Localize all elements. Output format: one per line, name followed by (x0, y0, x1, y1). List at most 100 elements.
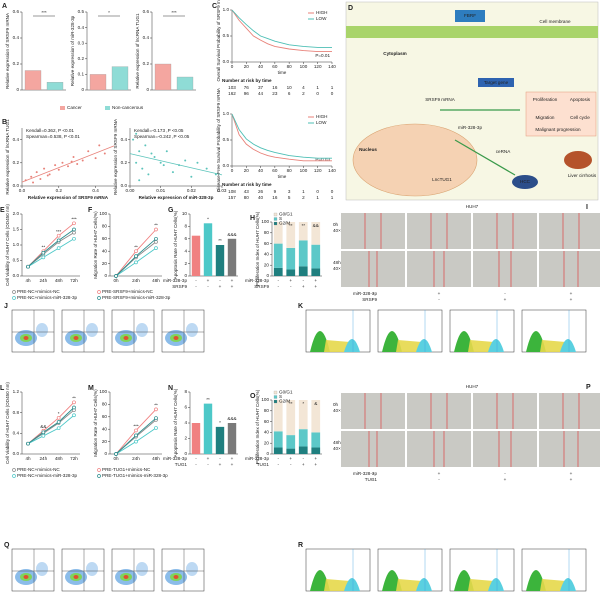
condition-sign: + (302, 462, 305, 467)
panel-title: HUH7 (466, 384, 479, 389)
y-tick-label: 40 (102, 248, 108, 253)
condition-sign: - (302, 278, 304, 283)
micrograph (539, 213, 600, 249)
condition-name: miR-328-3p (353, 471, 377, 476)
y-axis-label: Proliferation Index of HUH7 Cells(%) (255, 389, 260, 464)
y-tick-label: 80 (264, 408, 270, 413)
diagram-label: HCC (520, 179, 531, 184)
legend-marker (97, 296, 101, 300)
point (98, 144, 101, 147)
y-tick-label: 0.0 (121, 183, 128, 188)
y-tick-label: 40 (102, 426, 108, 431)
x-tick-label: 0h (113, 278, 119, 283)
point (162, 164, 165, 167)
y-axis-label: Relative expression of miR-328-3p (70, 15, 75, 86)
bar-segment (298, 400, 308, 430)
annotation: * (219, 420, 221, 425)
y-tick-label: 80 (264, 230, 270, 235)
condition-sign: + (570, 297, 573, 302)
point (35, 171, 38, 174)
condition-sign: + (504, 297, 507, 302)
flow-plot (11, 309, 55, 353)
g2-peak (488, 578, 504, 591)
y-tick-label: 1.0 (13, 242, 20, 247)
legend-marker (12, 290, 16, 294)
y-tick-label: 8 (184, 389, 187, 394)
risk-count: 157 (228, 195, 236, 200)
micrograph (407, 393, 471, 429)
row-label: 48h (333, 260, 341, 265)
diagram-label: ceRNA (496, 149, 511, 154)
x-tick-label: 60 (272, 168, 278, 173)
x-tick-label: 0.4 (92, 188, 99, 193)
point (72, 405, 76, 410)
x-tick-label: 80 (287, 168, 293, 173)
bar-segment (298, 429, 308, 447)
panel-letter: C (212, 3, 217, 10)
y-tick-label: 0 (266, 451, 269, 456)
y-tick-label: 100 (261, 397, 269, 402)
x-tick-label: 72h (70, 456, 78, 461)
cell-cloud (23, 575, 29, 579)
bar-segment (286, 247, 296, 270)
legend-label: HIGH (316, 114, 327, 119)
x-axis-label: Relative expression of miR-328-3p (139, 195, 214, 200)
annotation: *** (133, 424, 139, 429)
cell-cloud (186, 562, 198, 576)
legend-marker (12, 296, 16, 300)
condition-sign: - (207, 284, 209, 289)
flow-plot (161, 309, 205, 353)
flow-plot (61, 309, 105, 353)
point (147, 173, 150, 176)
legend-label: G2/M (279, 221, 290, 226)
condition-sign: + (438, 471, 441, 476)
y-axis-label: Migration Rate of HUH7 Cells(%) (93, 211, 98, 279)
bar (89, 74, 107, 91)
row-label: 40× (333, 266, 341, 271)
annotation: *** (56, 229, 62, 234)
condition-sign: + (207, 456, 210, 461)
legend-marker (97, 474, 101, 478)
legend-marker (12, 468, 16, 472)
bar-segment (311, 432, 321, 448)
y-tick-label: 60 (102, 236, 108, 241)
y-tick-label: 0.5 (223, 137, 230, 142)
point (41, 255, 46, 260)
bar-segment (286, 435, 296, 449)
point (72, 230, 76, 235)
target-gene-box (478, 78, 514, 87)
condition-name: miR-328-3p (163, 278, 187, 283)
risk-count: 1 (331, 195, 334, 200)
annotation: ** (301, 223, 305, 228)
condition-sign: + (219, 284, 222, 289)
y-tick-label: 0.2 (13, 160, 20, 165)
condition-sign: - (290, 462, 292, 467)
panel-letter: J (4, 303, 8, 310)
risk-count: 2 (302, 195, 305, 200)
cell-cloud (173, 336, 179, 340)
condition-sign: + (231, 462, 234, 467)
point (72, 400, 76, 405)
annotation: * (207, 217, 209, 222)
annotation: ** (154, 403, 158, 408)
legend-label: PRE-NC+mimics-miR-328-3p (17, 473, 78, 478)
condition-sign: + (438, 291, 441, 296)
point (76, 162, 79, 165)
y-tick-label: 2.0 (13, 211, 20, 216)
diagram-label: FBRF (464, 13, 476, 18)
line (27, 407, 75, 445)
bar (111, 66, 129, 91)
x-tick-label: 60 (272, 64, 278, 69)
micrograph (407, 251, 471, 287)
micrograph (341, 251, 405, 287)
flow-plot (111, 309, 155, 353)
annotation: &&& (227, 416, 236, 421)
point (154, 227, 158, 232)
bar-segment (286, 269, 296, 276)
condition-sign: + (314, 284, 317, 289)
point (134, 249, 138, 254)
point (30, 175, 33, 178)
condition-sign: - (195, 456, 197, 461)
risk-count: 0 (331, 189, 334, 194)
point (114, 452, 118, 456)
